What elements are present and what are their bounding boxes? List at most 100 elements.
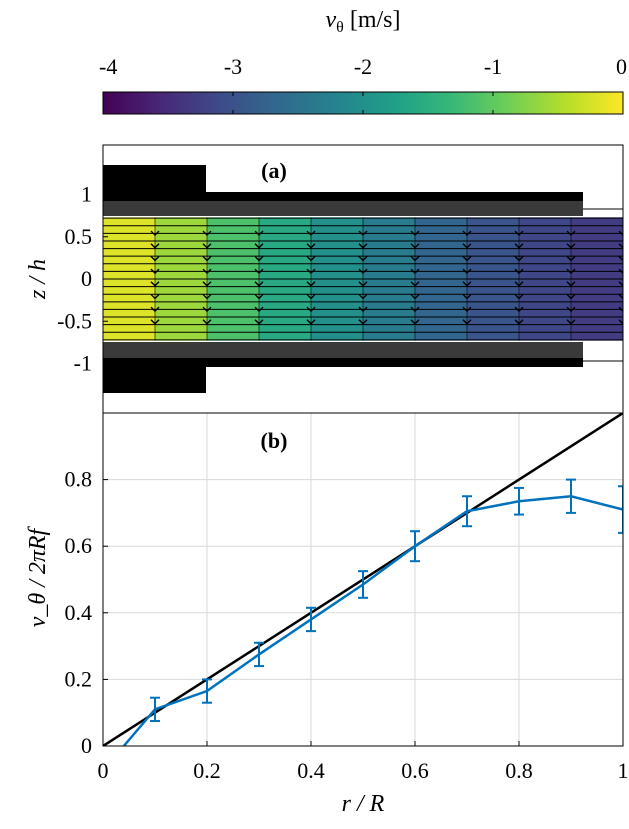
velocity-arrow bbox=[254, 319, 264, 325]
velocity-arrow bbox=[566, 319, 576, 325]
velocity-arrow bbox=[202, 306, 212, 313]
velocity-arrow bbox=[566, 243, 576, 249]
colorbar-tick-label: -4 bbox=[99, 54, 117, 79]
velocity-arrow bbox=[410, 306, 420, 313]
panel-a-tag: (a) bbox=[261, 158, 287, 183]
velocity-arrow bbox=[462, 255, 472, 262]
x-tick-label: 1 bbox=[618, 758, 629, 783]
colorbar-tick-label: -3 bbox=[224, 54, 242, 79]
velocity-arrow bbox=[566, 255, 576, 262]
top-plate bbox=[103, 192, 583, 201]
velocity-arrow bbox=[462, 243, 472, 249]
velocity-arrow bbox=[150, 255, 160, 262]
top-hub bbox=[103, 165, 206, 197]
bottom-hub bbox=[103, 361, 206, 393]
velocity-arrow bbox=[514, 281, 524, 287]
bottom-plate bbox=[103, 358, 583, 367]
y-tick-label: 1 bbox=[81, 182, 92, 207]
velocity-arrow bbox=[566, 281, 576, 287]
error-bars bbox=[150, 478, 623, 723]
velocity-arrow bbox=[306, 281, 316, 287]
velocity-arrow bbox=[410, 268, 420, 275]
velocity-arrow bbox=[254, 281, 264, 287]
colorbar-label-unit: [m/s] bbox=[350, 7, 401, 33]
velocity-arrow bbox=[618, 255, 623, 262]
velocity-arrow bbox=[462, 293, 472, 300]
velocity-arrow bbox=[306, 293, 316, 300]
velocity-arrow bbox=[410, 319, 420, 325]
y-tick-label: 0.6 bbox=[65, 533, 93, 558]
y-tick-label: 0 bbox=[81, 733, 92, 758]
panel-a-y-ticks: 1 0.5 0 -0.5 -1 bbox=[57, 182, 108, 376]
panel-b-xlabel: r / R bbox=[342, 791, 385, 817]
y-tick-label: 0.2 bbox=[65, 666, 93, 691]
velocity-arrow bbox=[618, 319, 623, 325]
y-tick-label: -0.5 bbox=[57, 308, 92, 333]
panel-b-tag: (b) bbox=[261, 428, 288, 453]
velocity-arrow bbox=[254, 293, 264, 300]
velocity-arrow bbox=[514, 230, 524, 237]
colorbar-tick-label: -1 bbox=[484, 54, 502, 79]
bottom-plate-dark bbox=[103, 342, 583, 358]
velocity-arrow bbox=[514, 255, 524, 262]
velocity-arrow bbox=[202, 268, 212, 275]
velocity-arrow bbox=[514, 306, 524, 313]
colorbar-ticks bbox=[102, 92, 624, 114]
colorbar-tick-label: 0 bbox=[616, 54, 627, 79]
velocity-arrow bbox=[306, 255, 316, 262]
panel-b: 0 0.2 0.4 0.6 0.8 1 0 0.2 0.4 0.6 0.8 (b) r / R v_… bbox=[25, 412, 629, 817]
velocity-arrow bbox=[202, 281, 212, 287]
velocity-arrow bbox=[358, 230, 368, 237]
x-tick-label: 0.2 bbox=[193, 758, 221, 783]
x-tick-label: 0 bbox=[98, 758, 109, 783]
velocity-arrow bbox=[410, 255, 420, 262]
colorbar-tick-labels: -4 -3 -2 -1 0 bbox=[99, 54, 627, 79]
velocity-arrow bbox=[202, 319, 212, 325]
velocity-arrow bbox=[306, 319, 316, 325]
velocity-arrow bbox=[254, 243, 264, 249]
velocity-arrow bbox=[358, 319, 368, 325]
velocity-arrows bbox=[150, 230, 623, 325]
velocity-arrow bbox=[618, 306, 623, 313]
velocity-arrow bbox=[514, 319, 524, 325]
panel-b-ylabel: v_θ / 2πRf bbox=[25, 525, 51, 627]
velocity-arrow bbox=[150, 293, 160, 300]
velocity-arrow bbox=[566, 293, 576, 300]
velocity-arrow bbox=[254, 255, 264, 262]
velocity-arrow bbox=[306, 306, 316, 313]
velocity-arrow bbox=[618, 281, 623, 287]
velocity-arrow bbox=[566, 268, 576, 275]
colorbar-label-sub: θ bbox=[336, 19, 344, 36]
velocity-arrow bbox=[410, 230, 420, 237]
velocity-arrow bbox=[150, 281, 160, 287]
velocity-arrow bbox=[254, 230, 264, 237]
velocity-arrow bbox=[150, 319, 160, 325]
x-tick-label: 0.6 bbox=[401, 758, 429, 783]
velocity-arrow bbox=[150, 230, 160, 237]
velocity-arrow bbox=[150, 306, 160, 313]
y-tick-label: 0.5 bbox=[65, 224, 93, 249]
velocity-arrow bbox=[410, 243, 420, 249]
y-tick-label: 0.4 bbox=[65, 600, 93, 625]
velocity-arrow bbox=[618, 293, 623, 300]
y-tick-label: 0 bbox=[81, 266, 92, 291]
velocity-arrow bbox=[202, 255, 212, 262]
velocity-arrow bbox=[566, 230, 576, 237]
velocity-arrow bbox=[462, 268, 472, 275]
velocity-arrow bbox=[410, 293, 420, 300]
panel-a-ylabel: z / h bbox=[25, 259, 51, 300]
y-tick-label: -1 bbox=[74, 351, 92, 376]
colorbar-label: vθ [m/s] bbox=[326, 7, 401, 36]
x-tick-label: 0.8 bbox=[505, 758, 533, 783]
colorbar: vθ [m/s] -4 -3 -2 -1 0 bbox=[99, 7, 627, 115]
velocity-arrow bbox=[306, 230, 316, 237]
velocity-arrow bbox=[566, 306, 576, 313]
x-tick-label: 0.4 bbox=[297, 758, 325, 783]
velocity-arrow bbox=[306, 268, 316, 275]
velocity-arrow bbox=[306, 243, 316, 249]
velocity-arrow bbox=[462, 230, 472, 237]
y-tick-label: 0.8 bbox=[65, 467, 93, 492]
velocity-arrow bbox=[410, 281, 420, 287]
velocity-arrow bbox=[202, 293, 212, 300]
